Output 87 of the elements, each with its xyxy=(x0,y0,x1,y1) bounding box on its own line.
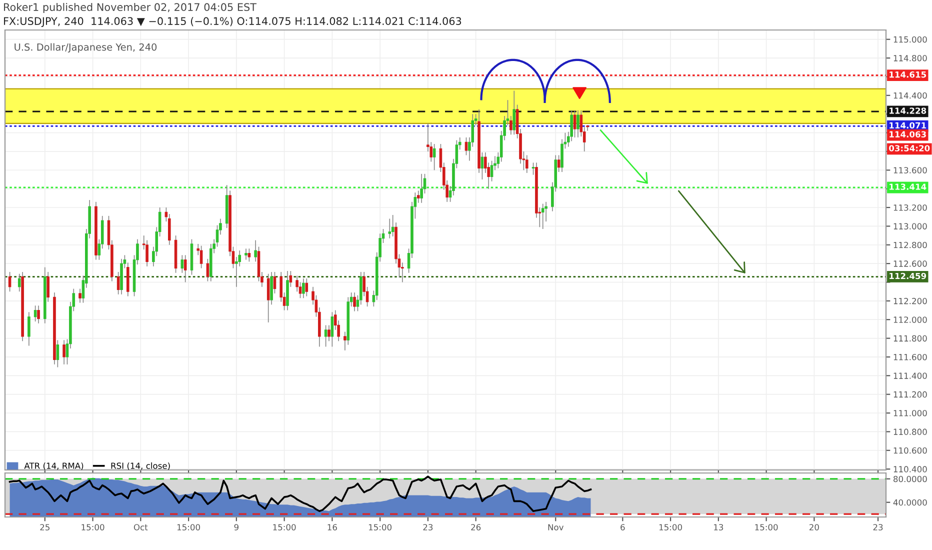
x-tick-label: Nov xyxy=(548,524,564,530)
candlestick xyxy=(586,124,589,132)
candlestick xyxy=(18,273,21,292)
y-tick-label: 111.600 xyxy=(894,354,927,360)
candlestick xyxy=(146,240,148,267)
y-tick-label: 112.600 xyxy=(894,260,927,267)
candlestick xyxy=(541,203,544,230)
ref-line-label: 114.071 xyxy=(890,122,926,129)
x-tick-label: 15:00 xyxy=(177,524,200,530)
x-tick-label: 20 xyxy=(809,524,819,530)
candlestick xyxy=(353,292,356,312)
y-tick-label: 110.800 xyxy=(894,428,927,435)
y-tick-label: 112.800 xyxy=(894,242,927,248)
candlestick xyxy=(184,254,187,283)
candlestick xyxy=(391,214,394,237)
candlestick xyxy=(480,152,484,180)
candlestick xyxy=(46,272,50,302)
ref-line-label: 112.459 xyxy=(890,272,926,280)
y-tick-label: 113.600 xyxy=(894,167,927,174)
x-tick-label: 15:00 xyxy=(273,524,296,530)
y-tick-label: 40.0000 xyxy=(893,499,927,506)
y-tick-label: 114.800 xyxy=(894,55,927,62)
y-tick-label: 113.200 xyxy=(894,204,927,211)
candlestick xyxy=(557,154,560,172)
y-tick-label: 111.800 xyxy=(894,335,927,342)
x-tick-label: 13 xyxy=(714,524,724,530)
x-tick-label: 23 xyxy=(423,524,433,530)
candlestick xyxy=(78,288,82,304)
legend-label: RSI (14, close) xyxy=(111,462,170,470)
y-tick-label: 112.000 xyxy=(894,316,927,323)
candlestick xyxy=(206,258,210,282)
y-tick-label: 113.000 xyxy=(894,223,927,230)
candlestick xyxy=(420,173,423,204)
candlestick xyxy=(62,340,66,365)
candlestick xyxy=(512,90,516,136)
candlestick xyxy=(266,273,270,323)
candlestick xyxy=(328,324,330,342)
candlestick xyxy=(244,248,248,260)
y-tick-label: 112.200 xyxy=(894,298,927,304)
candlestick xyxy=(200,245,203,269)
text: Roker1 published November 02, 2017 04:05 EST xyxy=(4,2,257,14)
x-tick-label: 26 xyxy=(471,524,481,530)
candlestick xyxy=(573,110,576,138)
y-tick-label: 80.0000 xyxy=(894,476,927,482)
y-tick-label: 110.400 xyxy=(894,466,927,472)
y-tick-label: 110.600 xyxy=(894,447,927,454)
ref-line-label: 114.228 xyxy=(890,108,926,114)
x-tick-label: 15:00 xyxy=(368,524,392,530)
candlestick xyxy=(432,144,436,171)
candlestick xyxy=(28,312,30,346)
candlestick xyxy=(464,137,468,156)
y-tick-label: 115.000 xyxy=(894,36,927,43)
candlestick xyxy=(116,272,120,295)
candlestick xyxy=(330,312,334,348)
candlestick xyxy=(56,340,60,368)
candlestick xyxy=(344,331,346,351)
candlestick xyxy=(37,305,40,324)
y-tick-label: 111.000 xyxy=(894,410,927,416)
candlestick xyxy=(305,278,308,297)
x-tick-label: Oct xyxy=(134,524,148,530)
x-tick-label: 15:00 xyxy=(659,524,682,530)
x-tick-label: 6 xyxy=(620,524,625,530)
legend-label: ATR (14, RMA) xyxy=(24,462,84,470)
candlestick xyxy=(388,218,392,239)
candlestick xyxy=(576,110,580,138)
candlestick xyxy=(526,154,528,174)
candlestick xyxy=(34,305,37,322)
ref-line-label: 113.414 xyxy=(890,184,926,190)
x-tick-label: 15:00 xyxy=(755,524,778,530)
y-tick-label: 114.400 xyxy=(894,92,927,99)
x-tick-label: 9 xyxy=(234,524,238,530)
candlestick xyxy=(302,278,305,299)
candlestick xyxy=(180,254,184,274)
ref-line-label: 114.615 xyxy=(890,71,926,78)
text: 114.063 xyxy=(890,131,926,138)
text: U.S. Dollar/Japanese Yen, 240 xyxy=(14,43,157,53)
text: 03:54:20 xyxy=(889,145,930,152)
x-tick-label: 23 xyxy=(873,524,883,530)
x-tick-label: 16 xyxy=(328,524,337,530)
candlestick xyxy=(532,162,535,176)
y-tick-label: 111.200 xyxy=(894,391,927,398)
candlestick xyxy=(248,248,251,262)
x-tick-label: 25 xyxy=(40,524,50,530)
chart-title: FX:USDJPY, 240 114.063 ▼ −0.115 (−0.1%) O:114.075 H:114.082 L:114.021 C:114.063 xyxy=(4,16,462,27)
x-tick-label: 15:00 xyxy=(82,524,104,530)
candlestick xyxy=(324,324,328,348)
y-tick-label: 111.400 xyxy=(894,372,927,379)
